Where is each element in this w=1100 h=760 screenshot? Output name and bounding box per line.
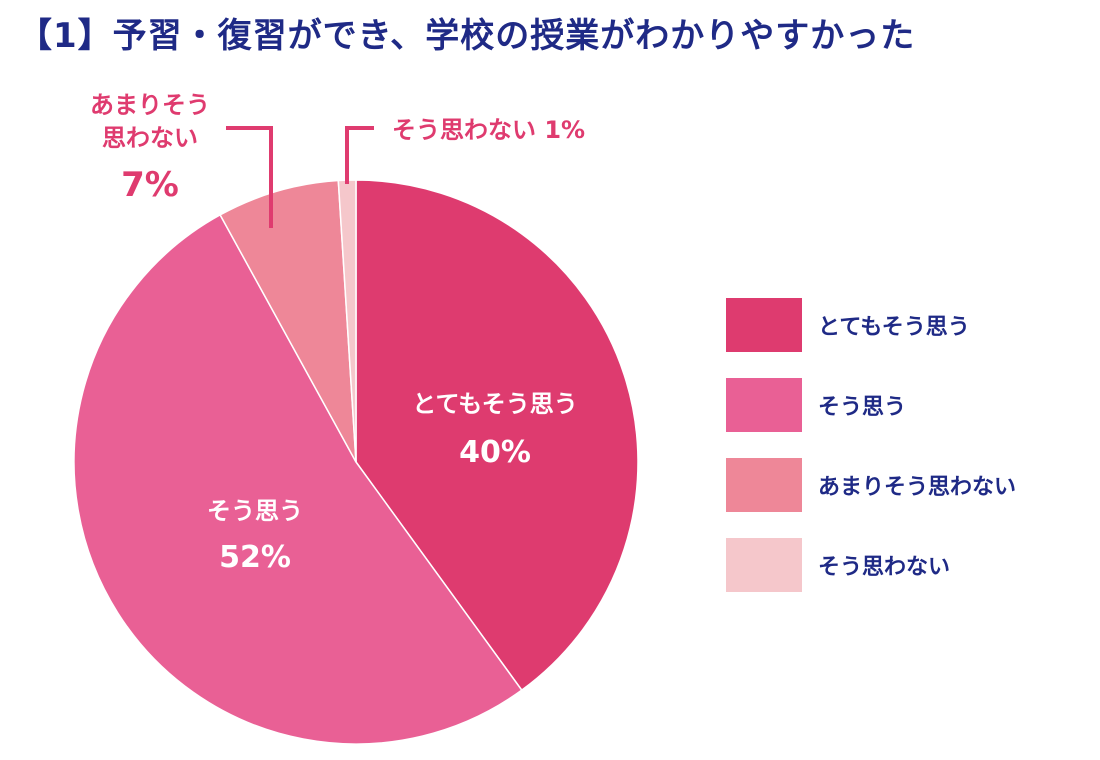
callout-label-sounai: そう思わない 1% bbox=[392, 116, 585, 144]
legend-swatch-amari bbox=[726, 458, 802, 512]
slice-label-totemo: とてもそう思う bbox=[412, 390, 578, 418]
slice-label-sou: そう思う bbox=[207, 497, 303, 525]
callout-label-amari-line2: 思わない bbox=[102, 124, 198, 152]
pie-slice-totemo bbox=[355, 179, 639, 692]
callout-line-sounai bbox=[345, 126, 374, 184]
legend-label-sounai: そう思わない bbox=[818, 555, 951, 580]
legend-item-totemo: とてもそう思う bbox=[726, 298, 1076, 352]
legend-item-sounai: そう思わない bbox=[726, 538, 1076, 592]
pie-slice-amari bbox=[219, 179, 357, 463]
legend-item-amari: あまりそう思わない bbox=[726, 458, 1076, 512]
legend-swatch-sounai bbox=[726, 538, 802, 592]
chart-title: 【1】予習・復習ができ、学校の授業がわかりやすかった bbox=[18, 16, 1088, 57]
legend-swatch-totemo bbox=[726, 298, 802, 352]
legend-label-sou: そう思う bbox=[818, 395, 907, 420]
legend: とてもそう思う そう思う あまりそう思わない そう思わない bbox=[726, 298, 1076, 618]
title-text: 予習・復習ができ、学校の授業がわかりやすかった bbox=[112, 16, 916, 56]
pie-slice-sou bbox=[73, 213, 523, 745]
legend-swatch-sou bbox=[726, 378, 802, 432]
title-number: 【1】 bbox=[18, 16, 113, 56]
legend-label-totemo: とてもそう思う bbox=[818, 315, 970, 340]
slice-value-totemo: 40% bbox=[459, 435, 531, 470]
callout-value-amari: 7% bbox=[121, 165, 179, 205]
legend-label-amari: あまりそう思わない bbox=[818, 475, 1017, 500]
callout-label-amari-line1: あまりそう bbox=[90, 91, 210, 119]
legend-item-sou: そう思う bbox=[726, 378, 1076, 432]
callout-line-amari bbox=[226, 126, 273, 228]
slice-value-sou: 52% bbox=[219, 540, 291, 575]
